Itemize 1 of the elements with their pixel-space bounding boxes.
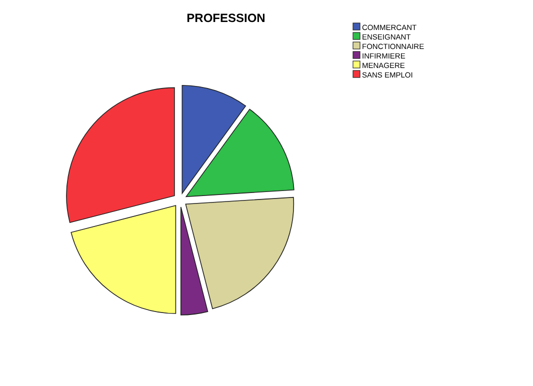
chart-title: PROFESSION [186,11,266,25]
